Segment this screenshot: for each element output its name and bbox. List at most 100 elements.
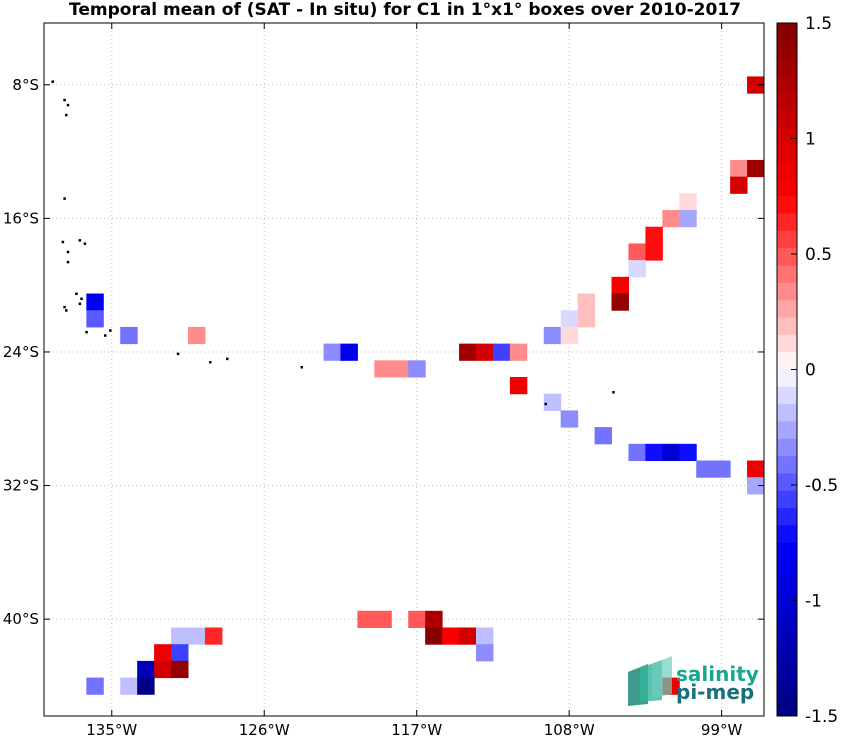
island [612, 391, 615, 394]
colorbar-segment [777, 698, 797, 717]
data-cell [154, 644, 172, 662]
data-cell [120, 677, 138, 695]
island [544, 402, 547, 406]
island [78, 239, 82, 242]
colorbar-segment [777, 265, 797, 284]
colorbar-segment [777, 664, 797, 682]
data-cell [713, 460, 731, 478]
island [83, 242, 87, 245]
data-cell [696, 460, 714, 478]
data-cell [137, 660, 155, 679]
data-cell [747, 477, 765, 495]
colorbar-tick-label: -1 [805, 592, 822, 612]
data-cell [662, 210, 680, 228]
island [65, 309, 68, 312]
data-cell [611, 276, 629, 295]
map-title: Temporal mean of (SAT - In situ) for C1 … [69, 0, 741, 20]
data-cell [747, 76, 765, 94]
latitude-axis: 8°S 16°S 24°S 32°S 40°S [3, 76, 764, 628]
colorbar-segment [777, 213, 797, 232]
data-cell [188, 627, 206, 645]
colorbar-segment [777, 560, 797, 578]
colorbar-segment [777, 74, 797, 93]
data-cell [137, 677, 155, 695]
island [61, 240, 65, 244]
data-cell [408, 610, 426, 628]
data-cell [628, 443, 646, 462]
map-frame [43, 22, 765, 717]
data-cell [408, 360, 426, 378]
island [63, 305, 66, 309]
island [103, 334, 107, 337]
lon-tick-label: 117°W [391, 721, 442, 739]
colorbar-segment [777, 386, 797, 405]
island [63, 197, 66, 200]
lon-tick-label: 99°W [701, 721, 743, 739]
island [300, 365, 304, 369]
colorbar-tick-label: 1 [805, 130, 816, 150]
data-cell [730, 176, 748, 194]
colorbar-segment [777, 490, 797, 509]
colorbar-segment [777, 352, 797, 370]
colorbar-segment [777, 317, 797, 336]
colorbar-segment [777, 525, 797, 544]
colorbar-segment [777, 40, 797, 59]
logo-text-salinity: salinity [676, 662, 759, 686]
data-cell [679, 443, 697, 462]
islands [51, 80, 615, 406]
colorbar-segment [777, 196, 797, 215]
data-cell [86, 293, 104, 311]
data-cell [577, 310, 596, 328]
data-cell [577, 293, 596, 311]
colorbar-segment [777, 646, 797, 665]
data-cell [340, 343, 358, 361]
colorbar-segment [777, 248, 797, 267]
island [176, 352, 180, 356]
colorbar-segment [777, 23, 797, 41]
colorbar-segment [777, 126, 797, 145]
colorbar-tick-label: 0 [805, 361, 816, 381]
data-cell [645, 443, 663, 462]
data-cell [425, 627, 443, 645]
data-cell [374, 610, 392, 628]
island [65, 113, 68, 117]
data-cell [459, 343, 477, 361]
island [66, 103, 70, 107]
colorbar-segment [777, 456, 797, 474]
lat-tick-label: 32°S [3, 477, 39, 495]
data-cell [645, 226, 663, 244]
data-cell [171, 644, 189, 662]
island [80, 297, 83, 301]
colorbar-segment [777, 594, 797, 613]
lat-tick-label: 24°S [3, 343, 39, 361]
island [63, 98, 66, 102]
colorbar-segment [777, 473, 797, 492]
data-cell [204, 627, 223, 645]
data-cell [509, 343, 528, 361]
data-cell [476, 627, 494, 645]
data-cell [442, 627, 460, 645]
data-cell [120, 326, 138, 345]
data-cell [730, 159, 748, 178]
data-cell [747, 460, 765, 478]
data-cell [154, 660, 172, 679]
data-cell [645, 243, 663, 261]
data-cell [86, 677, 104, 695]
data-cell [628, 243, 646, 261]
data-cell [188, 326, 206, 345]
island [66, 260, 70, 264]
island [109, 329, 112, 332]
island [51, 80, 54, 83]
lat-tick-label: 16°S [3, 209, 39, 227]
lon-tick-label: 135°W [86, 721, 137, 739]
data-cell [357, 610, 375, 628]
colorbar-segment [777, 629, 797, 648]
data-cell [86, 310, 104, 328]
lat-tick-label: 8°S [12, 76, 39, 94]
data-cell [171, 627, 189, 645]
colorbar-tick-label: -1.5 [805, 707, 838, 727]
data-cell [560, 410, 579, 428]
data-cell [560, 310, 579, 328]
colorbar-segment [777, 109, 797, 128]
